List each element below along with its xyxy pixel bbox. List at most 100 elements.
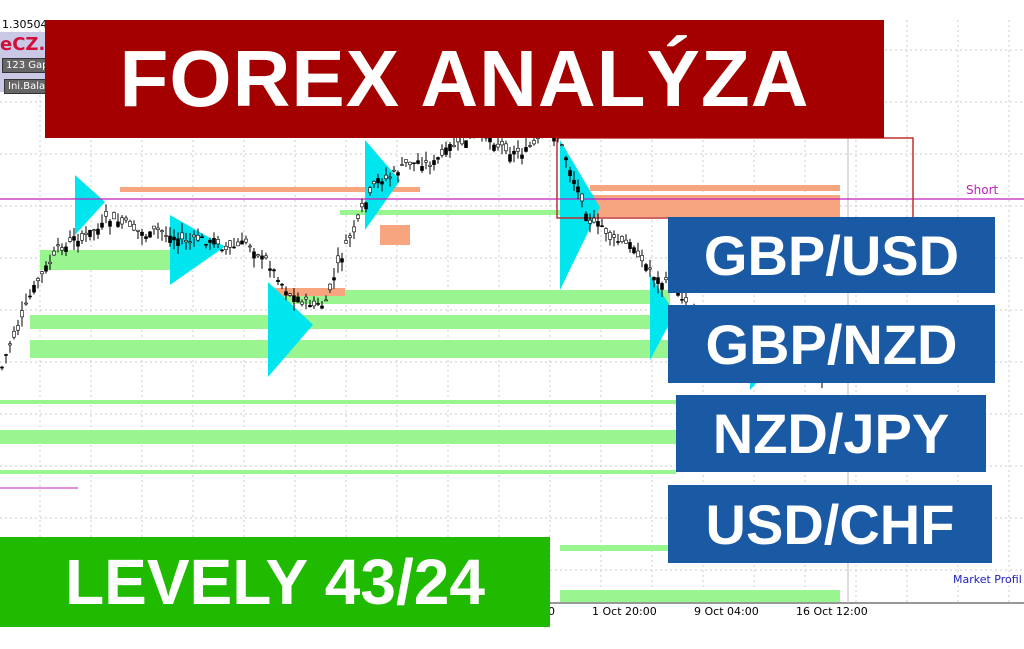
candle-body (652, 277, 656, 281)
candle-body (40, 271, 44, 275)
market-profile-label: Market Profil (953, 573, 1022, 586)
candle-body (620, 236, 624, 242)
candle-body (48, 261, 52, 264)
candle-body (28, 295, 32, 298)
value-area-level (340, 210, 670, 215)
candle-body (368, 187, 372, 193)
candle-body (348, 235, 352, 238)
value-area-level (0, 400, 676, 404)
value-area-level (0, 438, 676, 444)
candle-body (188, 241, 192, 244)
candle-body (272, 269, 276, 272)
market-profile-histogram (75, 175, 105, 235)
candle-body (264, 255, 268, 259)
candle-body (312, 300, 316, 307)
market-profile-histogram (268, 282, 313, 377)
candle-body (104, 211, 108, 217)
candle-body (44, 265, 48, 272)
candle-body (268, 268, 272, 271)
candle-body (576, 186, 580, 193)
candle-body (496, 143, 500, 148)
candle-body (32, 284, 36, 293)
candle-body (632, 247, 636, 254)
candle-body (212, 238, 216, 245)
candle-body (600, 225, 604, 228)
value-area-level (30, 340, 670, 358)
candle-body (624, 239, 628, 244)
x-tick: 1 Oct 20:00 (592, 605, 657, 618)
candle-body (316, 303, 320, 305)
candle-body (584, 213, 588, 222)
value-area-level (270, 290, 670, 304)
candle-body (0, 366, 4, 369)
candle-body (304, 296, 308, 300)
candle-body (232, 246, 236, 249)
candle-body (512, 150, 516, 155)
candle-body (204, 243, 208, 246)
market-profile-histogram (650, 275, 675, 360)
candle-body (80, 233, 84, 241)
candle-body (36, 278, 40, 282)
candle-body (320, 305, 324, 309)
candle-body (436, 157, 440, 160)
candle-body (660, 283, 664, 290)
candle-body (428, 164, 432, 167)
candle-body (416, 160, 420, 164)
candle-body (356, 214, 360, 219)
candle-body (208, 239, 212, 243)
candle-body (384, 174, 388, 179)
candle-body (168, 235, 172, 243)
sell-zone-level (590, 195, 840, 217)
candle-body (612, 234, 616, 238)
candle-body (128, 221, 132, 227)
candle-body (60, 247, 64, 251)
candle-body (400, 164, 404, 166)
value-area-level (560, 590, 840, 602)
candle-body (572, 179, 576, 185)
candle-body (24, 302, 28, 305)
candle-body (108, 220, 112, 227)
candle-body (324, 299, 328, 302)
candle-body (136, 229, 140, 232)
candle-body (152, 225, 156, 230)
candle-body (336, 255, 340, 264)
panel-brand: eCZ. (0, 34, 46, 55)
sell-zone-level (380, 225, 410, 245)
candle-body (16, 325, 20, 331)
candle-body (344, 240, 348, 244)
candle-body (236, 241, 240, 247)
candle-body (216, 239, 220, 245)
candle-body (648, 267, 652, 270)
candle-body (504, 143, 508, 152)
candle-body (112, 212, 116, 220)
candle-body (524, 147, 528, 152)
candle-body (352, 226, 356, 233)
candle-body (276, 279, 280, 283)
candle-body (664, 277, 668, 281)
gap-button[interactable]: 123 Gap (2, 58, 53, 73)
candle-body (684, 297, 688, 303)
candle-body (388, 176, 392, 179)
candle-body (420, 166, 424, 171)
candle-body (596, 221, 600, 227)
candle-body (564, 157, 568, 161)
candle-body (144, 236, 148, 239)
sell-zone-level (275, 288, 345, 296)
candle-body (328, 283, 332, 291)
candle-body (172, 236, 176, 241)
candle-body (156, 227, 160, 231)
candle-body (440, 149, 444, 156)
value-area-level (560, 545, 670, 551)
market-profile-histogram (170, 215, 225, 285)
candle-body (656, 277, 660, 284)
candle-body (292, 295, 296, 302)
candle-body (52, 250, 56, 256)
candle-body (88, 229, 92, 237)
candle-body (148, 231, 152, 238)
pair-badge-gbpusd: GBP/USD (668, 217, 995, 293)
candle-body (120, 217, 124, 225)
candle-body (404, 159, 408, 163)
candle-body (680, 299, 684, 301)
value-area-level (0, 430, 676, 438)
x-tick: 0 (548, 605, 555, 618)
